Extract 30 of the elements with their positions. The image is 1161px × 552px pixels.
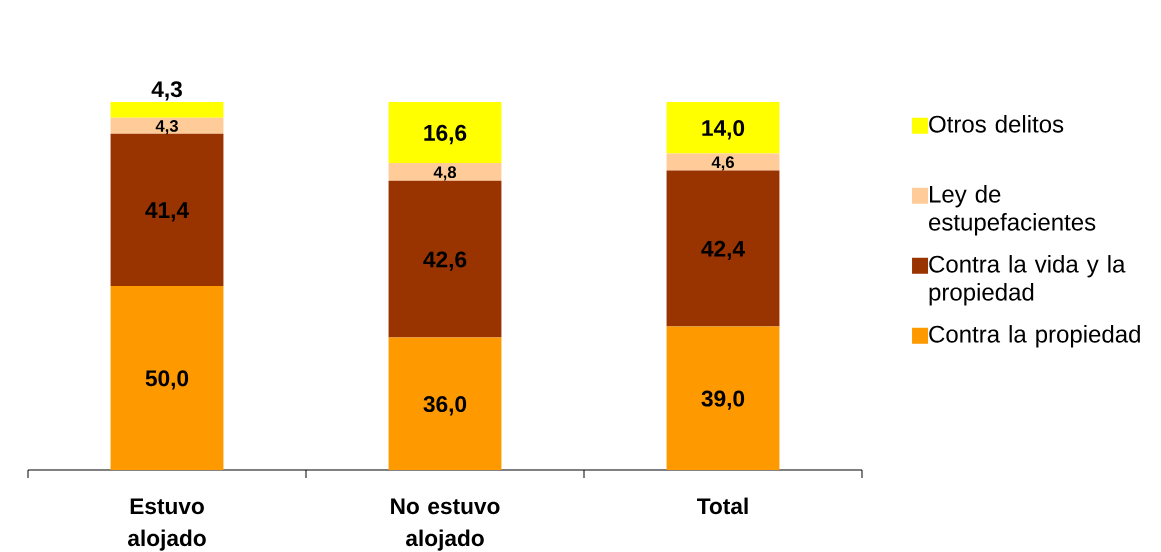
x-tick-label: No estuvo alojado: [391, 498, 500, 551]
legend-label: Contra la propiedad: [929, 325, 1140, 348]
bar: [388, 101, 502, 164]
legend-label: Contra la vida y la propiedad: [929, 255, 1126, 306]
data-label: 39,0: [701, 390, 745, 410]
bar: [388, 163, 502, 181]
data-label: 50,0: [145, 370, 189, 390]
legend-label: Ley de estupefacientes: [929, 185, 1096, 236]
bar: [110, 133, 224, 286]
bar: [388, 180, 502, 338]
bar: [666, 326, 780, 470]
bar: [666, 101, 780, 154]
x-tick-label: Total: [697, 497, 748, 515]
bar: [388, 337, 502, 470]
bar: [666, 170, 780, 327]
data-label: 42,6: [423, 251, 467, 271]
data-label: 4,3: [151, 81, 182, 101]
bar: [110, 117, 224, 134]
data-label: 42,4: [701, 240, 745, 261]
data-label: 4,3: [155, 120, 178, 135]
data-label: 14,0: [702, 120, 745, 140]
data-label: 4,8: [433, 166, 457, 181]
data-label: 36,0: [423, 396, 467, 416]
legend-label: Otros delitos: [929, 115, 1064, 133]
bar: [110, 101, 224, 118]
data-label: 41,4: [145, 202, 189, 222]
x-tick-label: Estuvo alojado: [128, 498, 206, 551]
bar: [110, 285, 224, 470]
data-label: 4,6: [711, 156, 734, 171]
data-label: 16,6: [424, 124, 467, 145]
